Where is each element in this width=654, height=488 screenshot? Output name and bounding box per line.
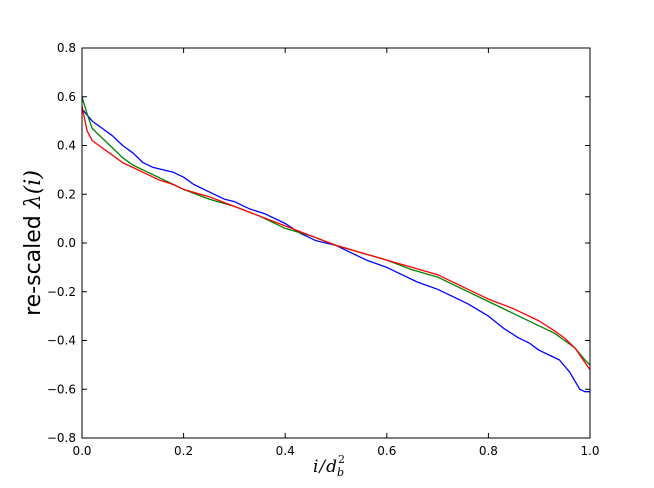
- x-axis-label-slash: /: [317, 457, 327, 477]
- x-tick-label: 0.8: [479, 444, 498, 458]
- x-tick-label: 1.0: [580, 444, 599, 458]
- y-tick-label: −0.6: [47, 382, 76, 396]
- y-tick-label: 0.8: [57, 41, 76, 55]
- x-axis-label: i/db2: [313, 453, 345, 479]
- svg-text:i/db2: i/db2: [313, 453, 345, 479]
- axis-ticks: 0.0 0.2 0.4 0.6 0.8 1.0 0.8 0.6 0.4 0.2 0.0 −0.2 −0.…: [47, 41, 600, 458]
- x-axis-label-sub: b: [337, 466, 344, 479]
- y-tick-label: 0.2: [57, 187, 76, 201]
- plot-frame: [81, 47, 591, 439]
- y-axis-label-prefix: re-scaled: [21, 208, 46, 316]
- x-tick-label: 0.4: [276, 444, 295, 458]
- series-line-2: [81, 96, 591, 366]
- y-tick-label: 0.0: [57, 236, 76, 250]
- x-tick-label: 0.2: [174, 444, 193, 458]
- series-line-3: [81, 106, 591, 371]
- series-line-1: [81, 108, 590, 393]
- y-tick-label: 0.4: [57, 139, 76, 153]
- x-axis-label-d: d: [326, 457, 337, 477]
- plot-area: [81, 96, 591, 393]
- y-tick-label: 0.6: [57, 90, 76, 104]
- x-tick-label: 0.0: [72, 444, 91, 458]
- x-axis-label-i: i: [313, 457, 318, 477]
- y-tick-label: −0.4: [47, 334, 76, 348]
- y-axis-label: re-scaled λ(i): [21, 170, 46, 316]
- y-axis-label-math: λ(i): [21, 170, 46, 209]
- y-tick-label: −0.2: [47, 285, 76, 299]
- svg-text:re-scaled λ(i): re-scaled λ(i): [21, 170, 46, 316]
- y-tick-label: −0.8: [47, 431, 76, 445]
- x-tick-label: 0.6: [377, 444, 396, 458]
- x-axis-label-sup: 2: [338, 453, 345, 466]
